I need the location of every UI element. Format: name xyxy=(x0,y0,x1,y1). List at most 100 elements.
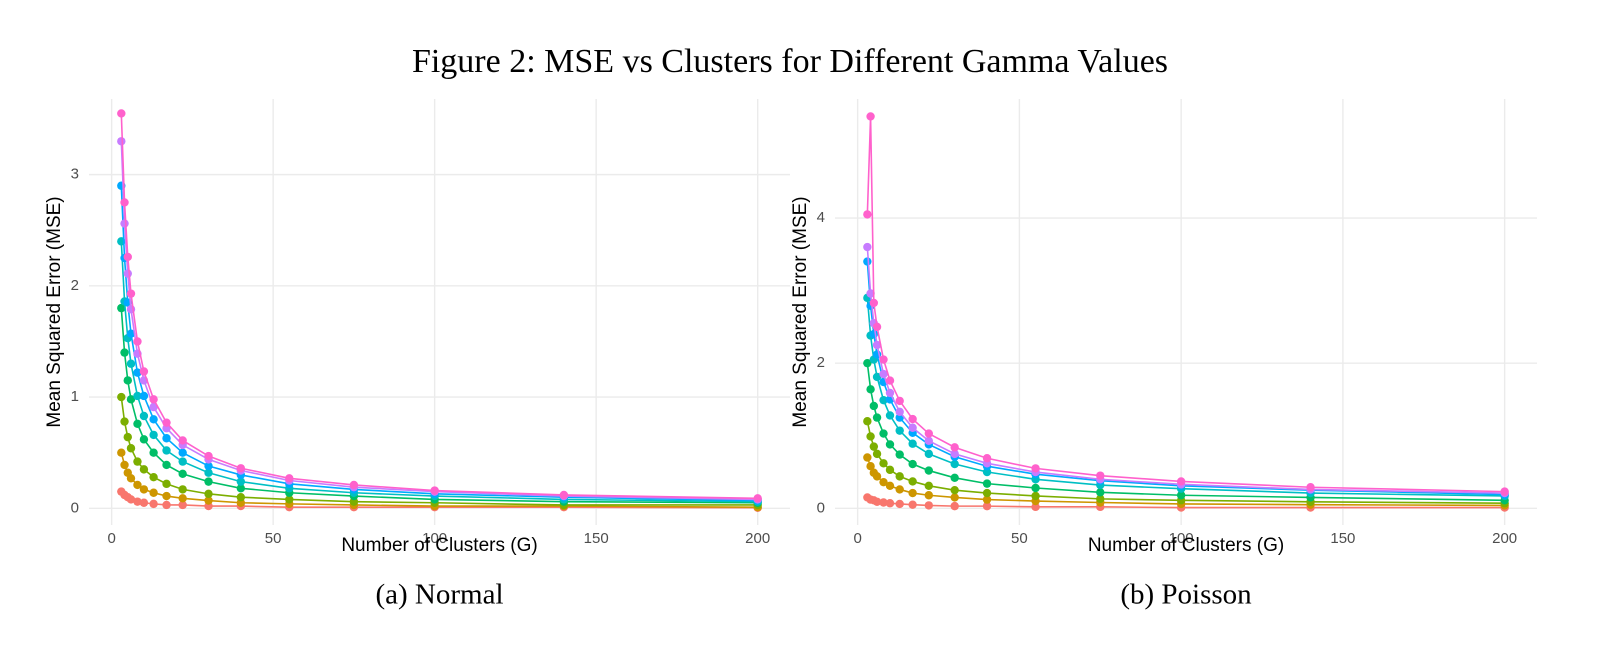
x-tick-label: 200 xyxy=(745,530,770,547)
y-tick-label: 2 xyxy=(817,354,825,371)
y-tick-label: 0 xyxy=(817,499,825,516)
x-tick-label: 150 xyxy=(584,530,609,547)
data-point xyxy=(879,355,888,364)
series-line xyxy=(120,113,758,500)
data-point xyxy=(1031,464,1040,473)
data-point xyxy=(149,472,158,482)
data-point xyxy=(950,443,959,452)
data-point xyxy=(149,488,158,497)
data-point xyxy=(1096,488,1105,497)
series-line xyxy=(866,297,1505,497)
data-point xyxy=(559,490,569,500)
data-point xyxy=(236,492,246,502)
data-point xyxy=(924,436,934,446)
data-point xyxy=(204,451,213,461)
data-point xyxy=(895,450,904,459)
data-point xyxy=(1306,483,1315,492)
series-line xyxy=(120,241,758,503)
x-tick-label: 150 xyxy=(1330,530,1355,547)
data-point xyxy=(866,462,875,471)
data-point xyxy=(133,391,142,401)
x-tick-label: 50 xyxy=(1011,530,1028,547)
data-point xyxy=(879,369,888,379)
data-point xyxy=(1096,471,1105,480)
data-point xyxy=(120,460,129,470)
data-point xyxy=(117,137,126,146)
data-point xyxy=(872,340,882,350)
x-tick-label: 0 xyxy=(853,530,861,547)
data-point xyxy=(204,496,213,505)
data-point xyxy=(178,494,187,503)
data-point xyxy=(866,432,875,441)
data-point xyxy=(872,413,882,422)
data-point xyxy=(866,112,875,121)
data-point xyxy=(139,498,149,507)
data-point xyxy=(950,473,959,483)
data-point xyxy=(126,474,136,483)
x-axis-label: Number of Clusters (G) xyxy=(1088,535,1284,556)
x-tick-label: 100 xyxy=(422,530,447,547)
data-point xyxy=(236,464,246,473)
series-line xyxy=(120,308,758,504)
data-point xyxy=(178,457,187,466)
data-point xyxy=(1031,483,1040,493)
data-point xyxy=(162,460,171,470)
data-point xyxy=(908,423,917,432)
data-point xyxy=(162,418,171,427)
data-point xyxy=(869,442,879,451)
data-point xyxy=(895,426,904,435)
data-point xyxy=(753,494,762,503)
data-point xyxy=(126,495,136,504)
data-point xyxy=(204,489,213,499)
series-line xyxy=(866,363,1505,502)
y-tick-label: 3 xyxy=(71,166,79,183)
series-line xyxy=(120,185,758,502)
data-point xyxy=(982,501,992,511)
series-line xyxy=(866,246,1505,494)
data-point xyxy=(1096,494,1105,504)
data-point xyxy=(117,448,126,457)
data-point xyxy=(149,415,158,424)
data-point xyxy=(1500,487,1509,496)
data-point xyxy=(885,499,895,508)
data-point xyxy=(204,461,213,471)
data-point xyxy=(178,436,187,445)
data-point xyxy=(885,388,895,398)
data-point xyxy=(908,439,917,448)
data-point xyxy=(982,495,992,504)
data-point xyxy=(178,448,187,457)
data-point xyxy=(149,430,158,440)
data-point xyxy=(204,468,213,477)
data-point xyxy=(285,495,294,504)
data-point xyxy=(139,465,149,474)
panel-caption: (b) Poisson xyxy=(1120,579,1252,611)
data-point xyxy=(162,500,171,510)
data-point xyxy=(149,448,158,457)
data-point xyxy=(1176,491,1186,500)
data-point xyxy=(885,376,895,385)
data-point xyxy=(924,449,934,459)
data-point xyxy=(133,457,142,466)
data-point xyxy=(204,477,213,486)
x-axis-label: Number of Clusters (G) xyxy=(341,535,537,556)
data-point xyxy=(123,269,132,278)
data-point xyxy=(895,485,904,494)
data-point xyxy=(162,491,171,501)
data-point xyxy=(126,359,136,368)
data-point xyxy=(908,414,917,424)
data-point xyxy=(863,242,872,252)
data-point xyxy=(1031,502,1040,512)
data-point xyxy=(863,417,872,426)
data-point xyxy=(895,396,904,406)
x-tick-label: 0 xyxy=(107,530,115,547)
data-point xyxy=(120,348,129,357)
data-point xyxy=(879,429,888,438)
data-point xyxy=(1031,491,1040,501)
data-point xyxy=(133,368,142,377)
data-point xyxy=(133,419,142,428)
data-point xyxy=(924,466,934,475)
data-point xyxy=(895,499,904,509)
data-point xyxy=(950,459,959,469)
